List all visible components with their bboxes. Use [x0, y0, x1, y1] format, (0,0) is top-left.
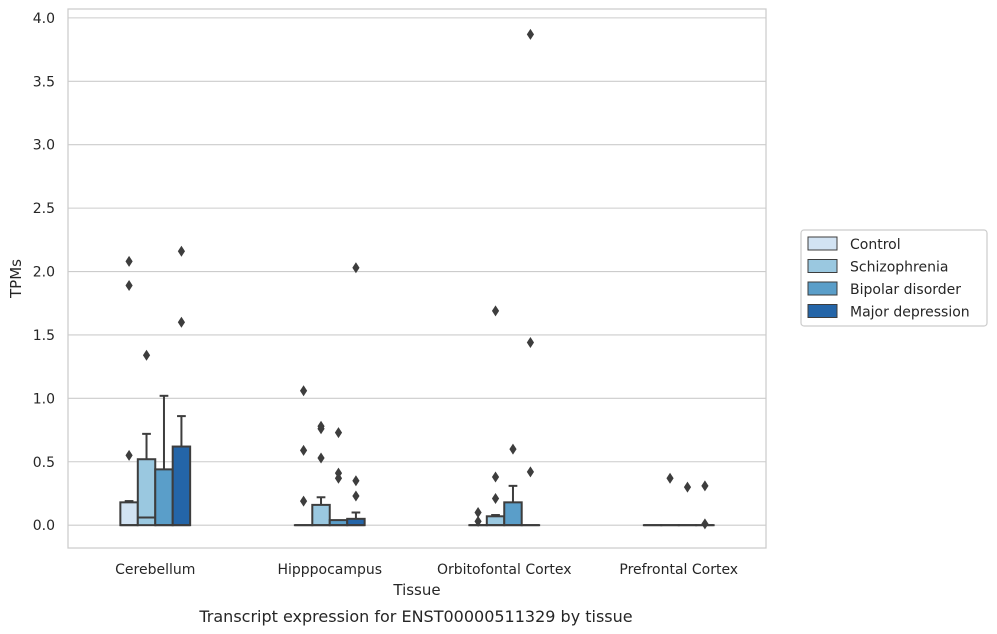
y-tick-label: 1.0 [33, 391, 55, 407]
box-major-depression [346, 262, 366, 527]
outlier-point [334, 467, 343, 479]
legend-label: Major depression [850, 305, 970, 321]
outlier-point [317, 420, 325, 432]
outlier-point [701, 518, 709, 530]
box-control [293, 385, 314, 527]
outlier-point [299, 385, 308, 397]
y-tick-label: 3.5 [33, 74, 55, 90]
box-body [119, 501, 139, 527]
legend-swatch [807, 304, 838, 318]
box-body [171, 445, 192, 527]
x-tick-label: Prefrontal Cortex [619, 562, 738, 578]
box-body [136, 458, 157, 527]
legend-item: Control [807, 236, 901, 253]
legend-frame [800, 229, 988, 327]
box-schizophrenia [485, 305, 506, 527]
outlier-point [125, 279, 133, 291]
outlier-point [177, 316, 186, 328]
outlier-point [352, 262, 360, 274]
outlier-point [125, 255, 133, 267]
legend-item: Bipolar disorder [807, 281, 961, 298]
box-bipolar-disorder [328, 427, 349, 527]
outlier-point [509, 443, 517, 455]
outlier-point [352, 490, 360, 502]
plot-frame [67, 8, 767, 549]
chart-caption: Transcript expression for ENST0000051132… [198, 607, 632, 626]
x-tick-label: Hipppocampus [277, 562, 382, 578]
box-schizophrenia [136, 349, 157, 527]
x-tick-label: Orbitofontal Cortex [437, 562, 572, 578]
y-tick-label: 0.0 [33, 518, 55, 534]
box-body [503, 501, 523, 527]
legend-label: Schizophrenia [850, 260, 948, 276]
y-tick-label: 4.0 [33, 11, 55, 27]
y-tick-label: 2.0 [33, 265, 55, 281]
outlier-point [526, 466, 535, 478]
plot-boxes [119, 28, 715, 530]
outlier-point [526, 28, 535, 40]
outlier-point [666, 472, 674, 484]
box-major-depression [695, 480, 715, 530]
y-axis-title: TPMs [7, 259, 25, 299]
box-control [119, 255, 139, 527]
box-schizophrenia [660, 472, 680, 527]
box-body [154, 468, 174, 527]
y-tick-label: 1.5 [33, 328, 55, 344]
outlier-point [334, 427, 343, 439]
outlier-point [299, 444, 308, 456]
box-major-depression [520, 28, 541, 527]
y-tick-label: 2.5 [33, 201, 55, 217]
box-bipolar-disorder [154, 394, 174, 527]
outlier-point [299, 495, 308, 507]
box-schizophrenia [311, 420, 331, 527]
box-body [311, 503, 331, 527]
box-major-depression [171, 245, 192, 527]
legend: Control Schizophrenia Bipolar disorder Majo… [800, 229, 988, 327]
legend-item: Schizophrenia [807, 259, 948, 276]
outlier-point [491, 305, 500, 317]
legend-swatch [807, 259, 838, 273]
legend-item: Major depression [807, 304, 970, 321]
box-bipolar-disorder [503, 443, 523, 527]
y-tick-label: 0.5 [33, 455, 55, 471]
outlier-point [526, 337, 535, 349]
x-tick-labels: Cerebellum Hipppocampus Orbitofontal Corte… [115, 562, 738, 578]
legend-label: Control [850, 237, 901, 253]
x-axis-title: Tissue [392, 581, 440, 599]
outlier-point [491, 493, 500, 505]
outlier-point [142, 349, 151, 361]
outlier-point [352, 475, 360, 487]
outlier-point [474, 515, 482, 527]
legend-label: Bipolar disorder [850, 282, 961, 298]
x-tick-label: Cerebellum [115, 562, 195, 578]
outlier-point [125, 449, 133, 461]
box-control [468, 506, 488, 527]
legend-swatch [807, 281, 838, 296]
y-tick-label: 3.0 [33, 138, 55, 154]
box-body [485, 515, 506, 527]
outlier-point [474, 506, 482, 518]
outlier-point [701, 480, 709, 492]
outlier-point [683, 481, 692, 493]
outlier-point [317, 452, 325, 464]
outlier-point [491, 471, 500, 483]
outlier-point [177, 245, 186, 257]
y-tick-labels: 0.0 0.5 1.0 1.5 2.0 2.5 3.0 3.5 4.0 [33, 11, 55, 534]
box-bipolar-disorder [677, 481, 698, 527]
legend-swatch [807, 236, 838, 251]
